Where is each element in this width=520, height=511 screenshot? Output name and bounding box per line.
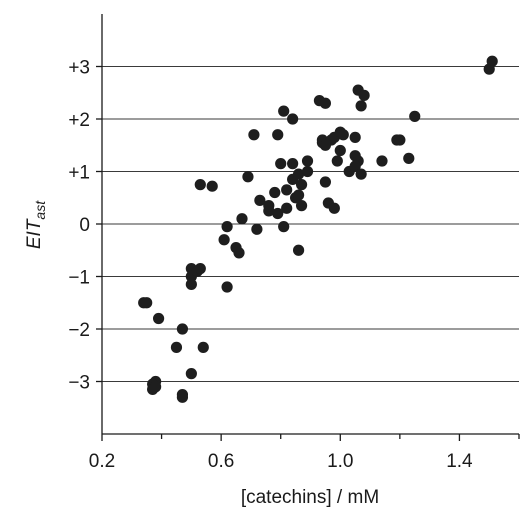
x-tick-label: 1.0 [327, 451, 353, 472]
x-axis-title: [catechins] / mM [241, 487, 379, 508]
y-ticks: +3 +2 +1 0 −1 −2 −3 [68, 58, 102, 394]
data-point [197, 341, 209, 353]
data-point [355, 100, 367, 112]
x-ticks: 0.2 0.6 1.0 1.4 [89, 434, 520, 472]
data-point [218, 234, 230, 246]
data-point [278, 105, 290, 117]
y-tick-label: −3 [68, 373, 90, 394]
x-tick-label: 1.4 [446, 451, 473, 472]
data-point [394, 134, 406, 146]
data-point [254, 194, 266, 206]
y-tick-label: 0 [79, 215, 90, 236]
data-point [176, 391, 189, 403]
data-point [269, 186, 281, 199]
data-point [281, 184, 293, 196]
data-point [170, 341, 183, 353]
data-point [319, 97, 331, 109]
x-tick-label: 0.6 [208, 451, 234, 472]
data-point [248, 129, 260, 141]
data-point [176, 323, 189, 335]
data-point [263, 205, 275, 217]
data-point [292, 168, 305, 180]
data-point [233, 247, 245, 259]
data-point [287, 158, 299, 170]
data-point [349, 131, 361, 143]
data-point [275, 158, 287, 170]
data-point [194, 179, 206, 191]
data-point [185, 368, 197, 380]
data-point [334, 144, 346, 157]
data-point [236, 213, 248, 225]
data-point [242, 171, 254, 183]
data-point [355, 168, 367, 180]
data-point [331, 155, 343, 167]
data-point [272, 207, 284, 220]
data-point [281, 202, 293, 214]
data-point [319, 176, 331, 188]
data-point [292, 189, 305, 201]
data-point [152, 312, 165, 325]
data-point [221, 221, 233, 233]
y-tick-label: −1 [68, 268, 90, 289]
data-point [337, 129, 349, 141]
data-point [409, 110, 421, 122]
data-point [486, 55, 498, 67]
x-tick-label: 0.2 [89, 451, 115, 472]
data-point [328, 202, 340, 214]
data-points [138, 55, 498, 403]
data-point [251, 223, 263, 235]
data-point [301, 165, 314, 178]
gridlines [102, 66, 519, 382]
data-point [376, 155, 388, 167]
data-point [287, 113, 299, 125]
data-point [138, 297, 150, 309]
y-tick-label: +2 [68, 110, 90, 131]
y-tick-label: +3 [68, 58, 90, 79]
data-point [206, 180, 218, 192]
data-point [272, 129, 284, 141]
y-axis-title-main: EIT [24, 218, 45, 249]
data-point [295, 200, 308, 212]
y-axis-title: EITast [24, 200, 48, 249]
data-point [301, 155, 314, 167]
y-axis-title-subscript: ast [32, 200, 48, 220]
data-point [403, 152, 415, 164]
data-point [358, 89, 370, 101]
data-point [150, 381, 162, 393]
data-point [292, 244, 305, 256]
y-tick-label: +1 [68, 163, 90, 184]
data-point [295, 179, 308, 191]
y-tick-label: −2 [68, 320, 90, 341]
data-point [278, 221, 290, 233]
data-point [194, 263, 206, 275]
data-point [349, 160, 361, 172]
data-point [185, 278, 197, 290]
data-point [221, 281, 233, 293]
